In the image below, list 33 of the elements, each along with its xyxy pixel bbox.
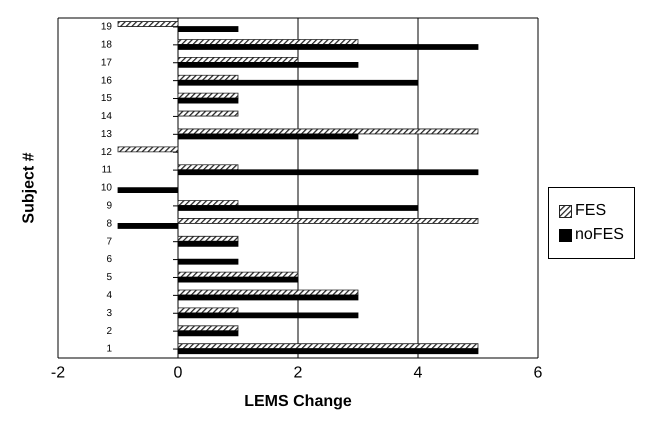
bar xyxy=(118,21,178,27)
y-tick-label: 3 xyxy=(106,308,112,319)
y-tick-label: 8 xyxy=(106,218,112,230)
x-tick-label: 6 xyxy=(534,364,543,382)
y-tick-label: 7 xyxy=(106,236,112,248)
legend-label: FES xyxy=(575,202,606,220)
x-tick-label: 0 xyxy=(174,364,183,382)
x-tick-label: -2 xyxy=(50,364,66,382)
bar xyxy=(118,146,178,152)
x-tick-label: 2 xyxy=(294,364,303,382)
y-tick-label: 18 xyxy=(100,39,112,50)
y-tick-label: 2 xyxy=(106,326,112,337)
y-tick-label: 1 xyxy=(106,344,112,355)
y-tick-label: 4 xyxy=(106,290,112,302)
bar xyxy=(178,110,238,116)
y-tick-label: 16 xyxy=(100,75,112,86)
y-tick-label: 5 xyxy=(106,272,112,284)
y-tick-label: 6 xyxy=(106,254,112,266)
bar xyxy=(178,128,478,134)
y-tick-label: 14 xyxy=(100,111,112,122)
x-tick-label: 4 xyxy=(414,364,423,382)
y-tick-label: 12 xyxy=(100,146,112,158)
y-tick-label: 13 xyxy=(100,128,112,140)
y-tick-label: 9 xyxy=(106,200,112,212)
y-tick-label: 17 xyxy=(100,57,112,68)
y-tick-label: 11 xyxy=(102,164,112,176)
y-axis-title: Subject # xyxy=(20,152,38,224)
bar xyxy=(178,218,478,224)
y-tick-label: 10 xyxy=(100,182,112,194)
y-tick-label: 15 xyxy=(100,93,112,104)
legend-label: noFES xyxy=(575,226,624,244)
x-axis-title: LEMS Change xyxy=(244,393,352,410)
y-tick-label: 19 xyxy=(100,22,112,33)
